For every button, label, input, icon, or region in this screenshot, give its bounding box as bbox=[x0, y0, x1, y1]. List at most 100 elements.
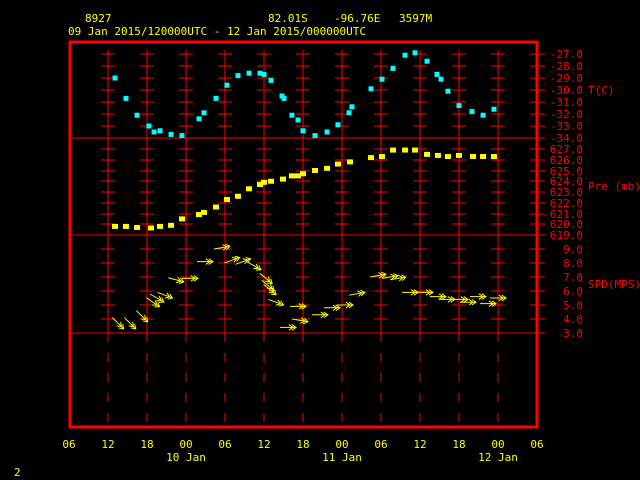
y-tick-label: 620.0 bbox=[550, 218, 583, 231]
wind-arrow bbox=[168, 276, 185, 285]
wind-arrow bbox=[146, 297, 161, 308]
temperature-point bbox=[268, 77, 274, 83]
temperature-point bbox=[445, 88, 451, 94]
temperature-point bbox=[196, 116, 202, 122]
wind-arrow-head bbox=[128, 321, 135, 328]
pressure-point bbox=[235, 193, 241, 199]
temperature-point bbox=[424, 58, 430, 64]
pressure-axis-label: Pre (mb) bbox=[588, 180, 640, 193]
wind-arrow bbox=[382, 273, 399, 280]
pressure-point bbox=[424, 151, 431, 157]
x-tick-label: 18 bbox=[140, 438, 153, 451]
y-tick-label: -31.0 bbox=[550, 96, 583, 109]
pressure-point bbox=[312, 168, 319, 173]
pressure-point bbox=[196, 212, 202, 218]
pressure-point bbox=[246, 186, 253, 192]
temperature-point bbox=[335, 122, 341, 128]
temperature-point bbox=[390, 65, 396, 71]
pressure-point bbox=[490, 154, 497, 160]
wind-arrow bbox=[263, 284, 277, 296]
x-date-label: 12 Jan bbox=[478, 451, 518, 464]
wind-arrow bbox=[469, 293, 487, 300]
pressure-point bbox=[456, 152, 462, 158]
wind-arrow bbox=[337, 301, 354, 309]
pressure-point bbox=[148, 225, 155, 231]
wind-arrow bbox=[268, 298, 285, 307]
x-tick-label: 12 bbox=[257, 438, 270, 451]
y-tick-label: 5.0 bbox=[563, 299, 583, 312]
temperature-point bbox=[491, 106, 497, 112]
temperature-point bbox=[134, 112, 140, 118]
temperature-point bbox=[434, 71, 440, 77]
wind-arrow-head bbox=[222, 244, 228, 251]
pressure-point bbox=[334, 161, 341, 167]
pressure-point bbox=[122, 223, 129, 229]
station-id: 8927 bbox=[85, 12, 112, 25]
wind-arrow bbox=[348, 289, 366, 297]
x-tick-label: 18 bbox=[296, 438, 309, 451]
pressure-point bbox=[378, 154, 385, 160]
wind-arrow-head bbox=[438, 293, 444, 300]
temperature-point bbox=[456, 103, 462, 109]
pressure-point bbox=[368, 155, 375, 161]
temperature-point bbox=[469, 109, 475, 115]
wind-arrow bbox=[157, 291, 174, 300]
x-tick-label: 12 bbox=[101, 438, 114, 451]
wind-arrow-head bbox=[253, 263, 260, 270]
grid: -27.0-28.0-29.0-30.0-31.0-32.0-33.0-34.0… bbox=[62, 48, 583, 464]
wind-arrow-head bbox=[140, 314, 147, 321]
pressure-point bbox=[261, 179, 267, 185]
wind-arrow-head bbox=[303, 317, 309, 325]
temperature-point bbox=[300, 128, 306, 134]
pressure-point bbox=[223, 197, 230, 203]
wind-arrow-head bbox=[335, 304, 341, 312]
pressure-point bbox=[480, 154, 487, 160]
y-tick-label: 621.0 bbox=[550, 208, 583, 221]
temperature-point bbox=[246, 70, 252, 76]
wind-arrow-head bbox=[428, 289, 434, 296]
pressure-point bbox=[268, 178, 275, 184]
y-tick-label: 4.0 bbox=[563, 313, 583, 326]
temperature-point bbox=[349, 104, 355, 110]
wind-arrow-head bbox=[242, 258, 249, 265]
wind-arrow bbox=[111, 317, 125, 330]
page-number: 2 bbox=[14, 466, 21, 479]
wind-arrow-head bbox=[425, 289, 431, 296]
x-tick-label: 06 bbox=[62, 438, 75, 451]
temperature-point bbox=[112, 75, 118, 81]
pressure-point bbox=[168, 222, 175, 228]
pressure-point bbox=[157, 223, 163, 229]
temperature-point bbox=[368, 86, 374, 92]
wind-arrow-head bbox=[130, 323, 137, 330]
wind-arrow bbox=[259, 272, 273, 285]
pressure-point bbox=[434, 152, 441, 158]
temperature-point bbox=[295, 117, 301, 123]
temperature-point bbox=[346, 110, 352, 116]
x-date-label: 10 Jan bbox=[166, 451, 206, 464]
wind-arrow-head bbox=[158, 297, 165, 303]
pressure-point bbox=[213, 204, 220, 210]
wind-arrow bbox=[214, 243, 231, 251]
wind-arrow-head bbox=[332, 304, 338, 312]
wind-arrow bbox=[490, 294, 507, 302]
wind-arrow-head bbox=[268, 287, 275, 294]
y-tick-label: 619.0 bbox=[550, 229, 583, 242]
wind-arrow-head bbox=[378, 272, 384, 279]
wind-arrow-head bbox=[288, 324, 294, 331]
y-tick-label: 8.0 bbox=[563, 257, 583, 270]
wind-arrow-head bbox=[245, 257, 252, 264]
wind-arrow-head bbox=[267, 278, 273, 285]
wind-arrow bbox=[182, 275, 199, 282]
wind-arrow-head bbox=[275, 299, 282, 306]
pressure-point bbox=[469, 154, 476, 160]
wind-arrow bbox=[370, 271, 387, 279]
temperature-point bbox=[480, 112, 486, 118]
wind-arrow-head bbox=[271, 289, 277, 296]
wind-arrow-head bbox=[205, 258, 211, 265]
pressure-point bbox=[390, 147, 397, 153]
wind-arrow-head bbox=[154, 301, 161, 308]
wind-arrow-head bbox=[348, 301, 354, 309]
y-tick-label: 627.0 bbox=[550, 143, 583, 156]
pressure-point bbox=[402, 147, 409, 153]
wind-arrow-head bbox=[193, 275, 199, 282]
